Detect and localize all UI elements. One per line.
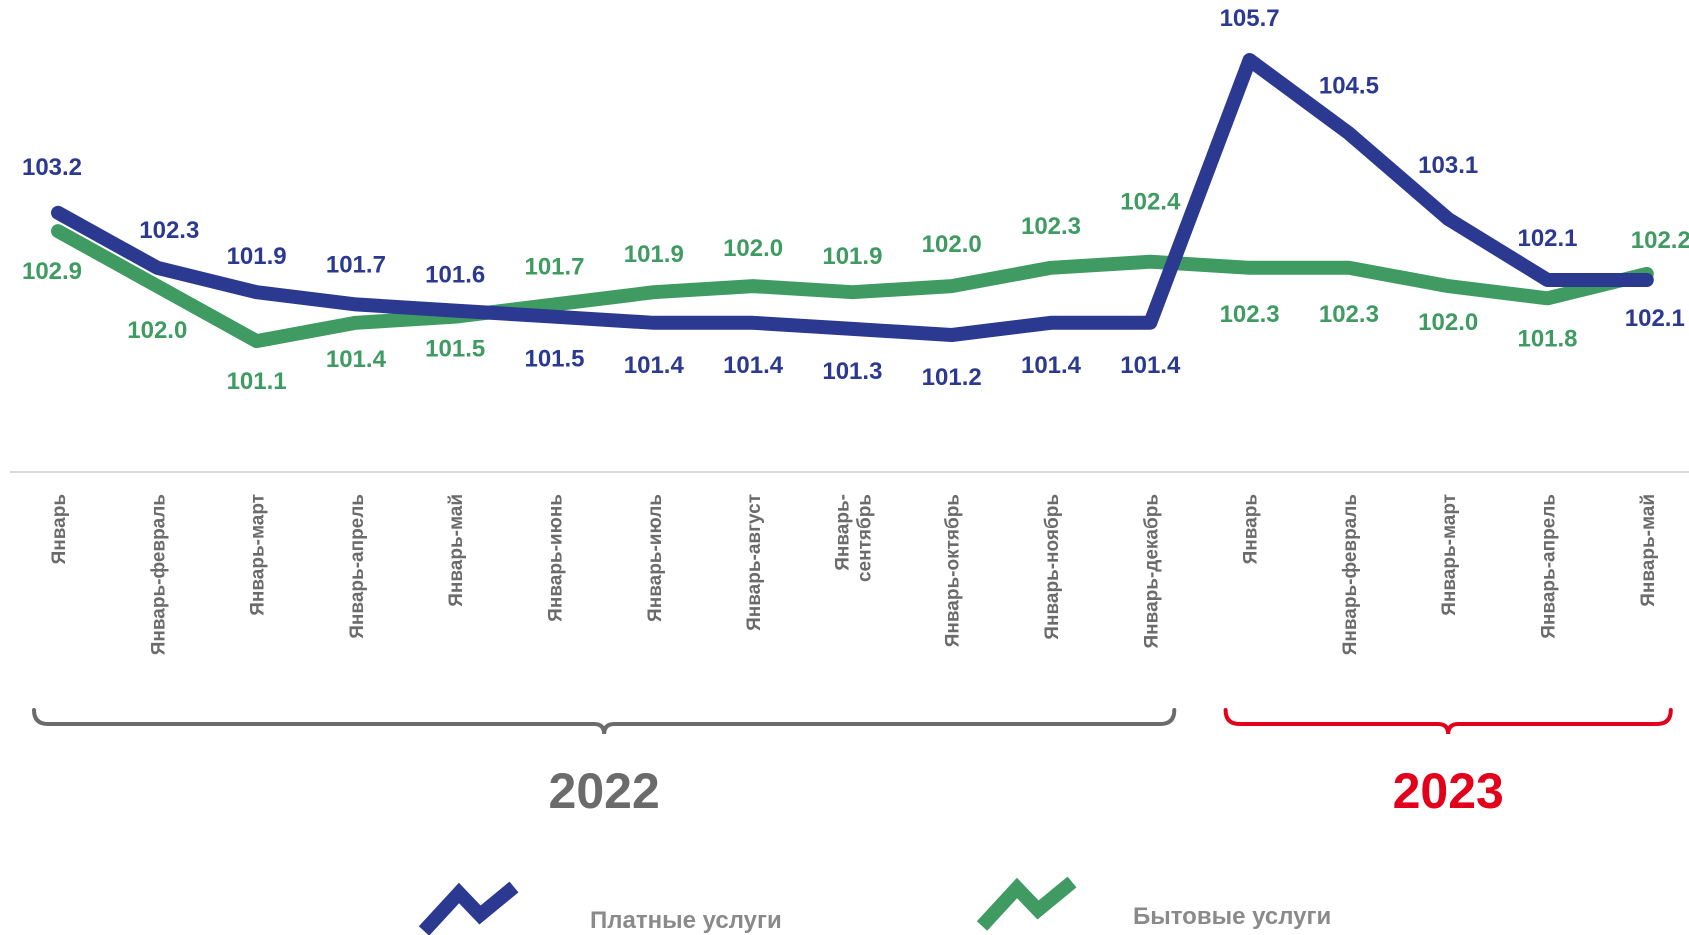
data-label: 105.7 xyxy=(1220,5,1280,32)
x-tick-label-line: Январь-май xyxy=(446,494,467,607)
data-label: 101.9 xyxy=(227,243,287,270)
x-tick-label-line: Январь-февраль xyxy=(148,494,169,655)
data-label: 101.3 xyxy=(822,358,882,385)
x-tick-label: Январь-март xyxy=(1439,494,1460,616)
legend-label: Платные услуги xyxy=(590,907,782,934)
x-tick-label-line: Январь-август xyxy=(744,494,765,631)
x-tick-label: Январь-октябрь xyxy=(943,494,964,647)
data-label: 101.9 xyxy=(822,243,882,270)
x-tick-label: Январь-декабрь xyxy=(1141,494,1162,648)
x-tick-label: Январь-апрель xyxy=(347,494,368,639)
data-label: 102.0 xyxy=(922,231,982,258)
group-brace xyxy=(32,708,1177,735)
data-label: 101.9 xyxy=(624,241,684,268)
legend-marker xyxy=(976,876,1077,931)
data-label: 101.1 xyxy=(227,368,287,395)
series-line xyxy=(51,53,1654,342)
point-labels: 103.2 102.3 101.9 101.7 101.6 101.5 101.4 101.4… xyxy=(22,5,1689,395)
data-label: 101.4 xyxy=(723,352,784,379)
data-label: 102.3 xyxy=(139,217,199,244)
data-label: 102.1 xyxy=(1625,305,1685,332)
group-label: 2022 xyxy=(549,763,660,819)
group-label: 2023 xyxy=(1393,763,1504,819)
data-label: 102.3 xyxy=(1021,213,1081,240)
data-label: 101.2 xyxy=(922,364,982,391)
x-tick-label-line: Январь-июль xyxy=(645,494,666,622)
data-label: 101.4 xyxy=(1120,352,1181,379)
x-tick-label: Январь-май xyxy=(1638,494,1659,607)
x-tick-label-line: сентябрь xyxy=(854,494,875,582)
data-label: 101.4 xyxy=(326,346,387,373)
x-tick-label: Январь-февраль xyxy=(1340,494,1361,655)
x-tick-label: Январь-март xyxy=(248,494,269,616)
x-tick-label-line: Январь-июнь xyxy=(546,494,567,622)
x-tick-label-line: Январь xyxy=(1241,494,1262,564)
x-tick-label-line: Январь-апрель xyxy=(1539,494,1560,639)
x-tick-label: Январь xyxy=(1241,494,1262,564)
x-tick-label-line: Январь-май xyxy=(1638,494,1659,607)
data-label: 102.3 xyxy=(1319,301,1379,328)
data-label: 101.7 xyxy=(524,253,584,280)
x-tick-label-line: Январь-ноябрь xyxy=(1042,494,1063,640)
data-label: 101.5 xyxy=(524,346,584,373)
data-label: 101.8 xyxy=(1517,325,1577,352)
legend-label: Бытовые услуги xyxy=(1133,903,1331,930)
x-tick-label: Январь-июнь xyxy=(546,494,567,622)
x-tick-label: Январь-май xyxy=(446,494,467,607)
x-tick-label: Январь-июль xyxy=(645,494,666,622)
legend-marker xyxy=(418,881,519,935)
data-label: 103.2 xyxy=(22,154,82,181)
data-label: 102.9 xyxy=(22,258,82,285)
data-label: 101.7 xyxy=(326,251,386,278)
data-label: 102.0 xyxy=(1418,309,1478,336)
x-tick-label-line: Январь- xyxy=(832,494,853,571)
year-groups: 2022 2023 xyxy=(32,708,1673,819)
series-line xyxy=(51,224,1654,349)
data-label: 104.5 xyxy=(1319,72,1379,99)
x-tick-label: Январь xyxy=(49,494,70,564)
data-label: 102.4 xyxy=(1120,189,1181,216)
x-tick-label: Январь-август xyxy=(744,494,765,631)
x-tick-label-line: Январь-март xyxy=(1439,494,1460,616)
x-tick-label: Январь-февраль xyxy=(148,494,169,655)
data-label: 102.0 xyxy=(723,235,783,262)
x-tick-label: Январь-сентябрь xyxy=(832,494,875,582)
data-label: 101.4 xyxy=(1021,352,1082,379)
x-tick-labels: Январь Январь-февраль Январь-март Январь-ап… xyxy=(49,494,1659,655)
data-label: 102.1 xyxy=(1517,225,1577,252)
data-label: 101.4 xyxy=(624,352,685,379)
data-label: 102.2 xyxy=(1631,227,1689,254)
data-label: 101.6 xyxy=(425,262,485,289)
data-label: 102.3 xyxy=(1220,301,1280,328)
x-tick-label-line: Январь-декабрь xyxy=(1141,494,1162,648)
legend: Платные услуги Бытовые услуги xyxy=(418,876,1331,935)
x-tick-label-line: Январь-февраль xyxy=(1340,494,1361,655)
group-brace xyxy=(1223,708,1673,735)
x-tick-label-line: Январь xyxy=(49,494,70,564)
x-tick-label: Январь-ноябрь xyxy=(1042,494,1063,640)
x-tick-label-line: Январь-октябрь xyxy=(943,494,964,647)
x-tick-label: Январь-апрель xyxy=(1539,494,1560,639)
x-tick-label-line: Январь-март xyxy=(248,494,269,616)
x-tick-label-line: Январь-апрель xyxy=(347,494,368,639)
series-lines xyxy=(51,53,1654,349)
data-label: 103.1 xyxy=(1418,152,1478,179)
data-label: 102.0 xyxy=(127,317,187,344)
data-label: 101.5 xyxy=(425,336,485,363)
